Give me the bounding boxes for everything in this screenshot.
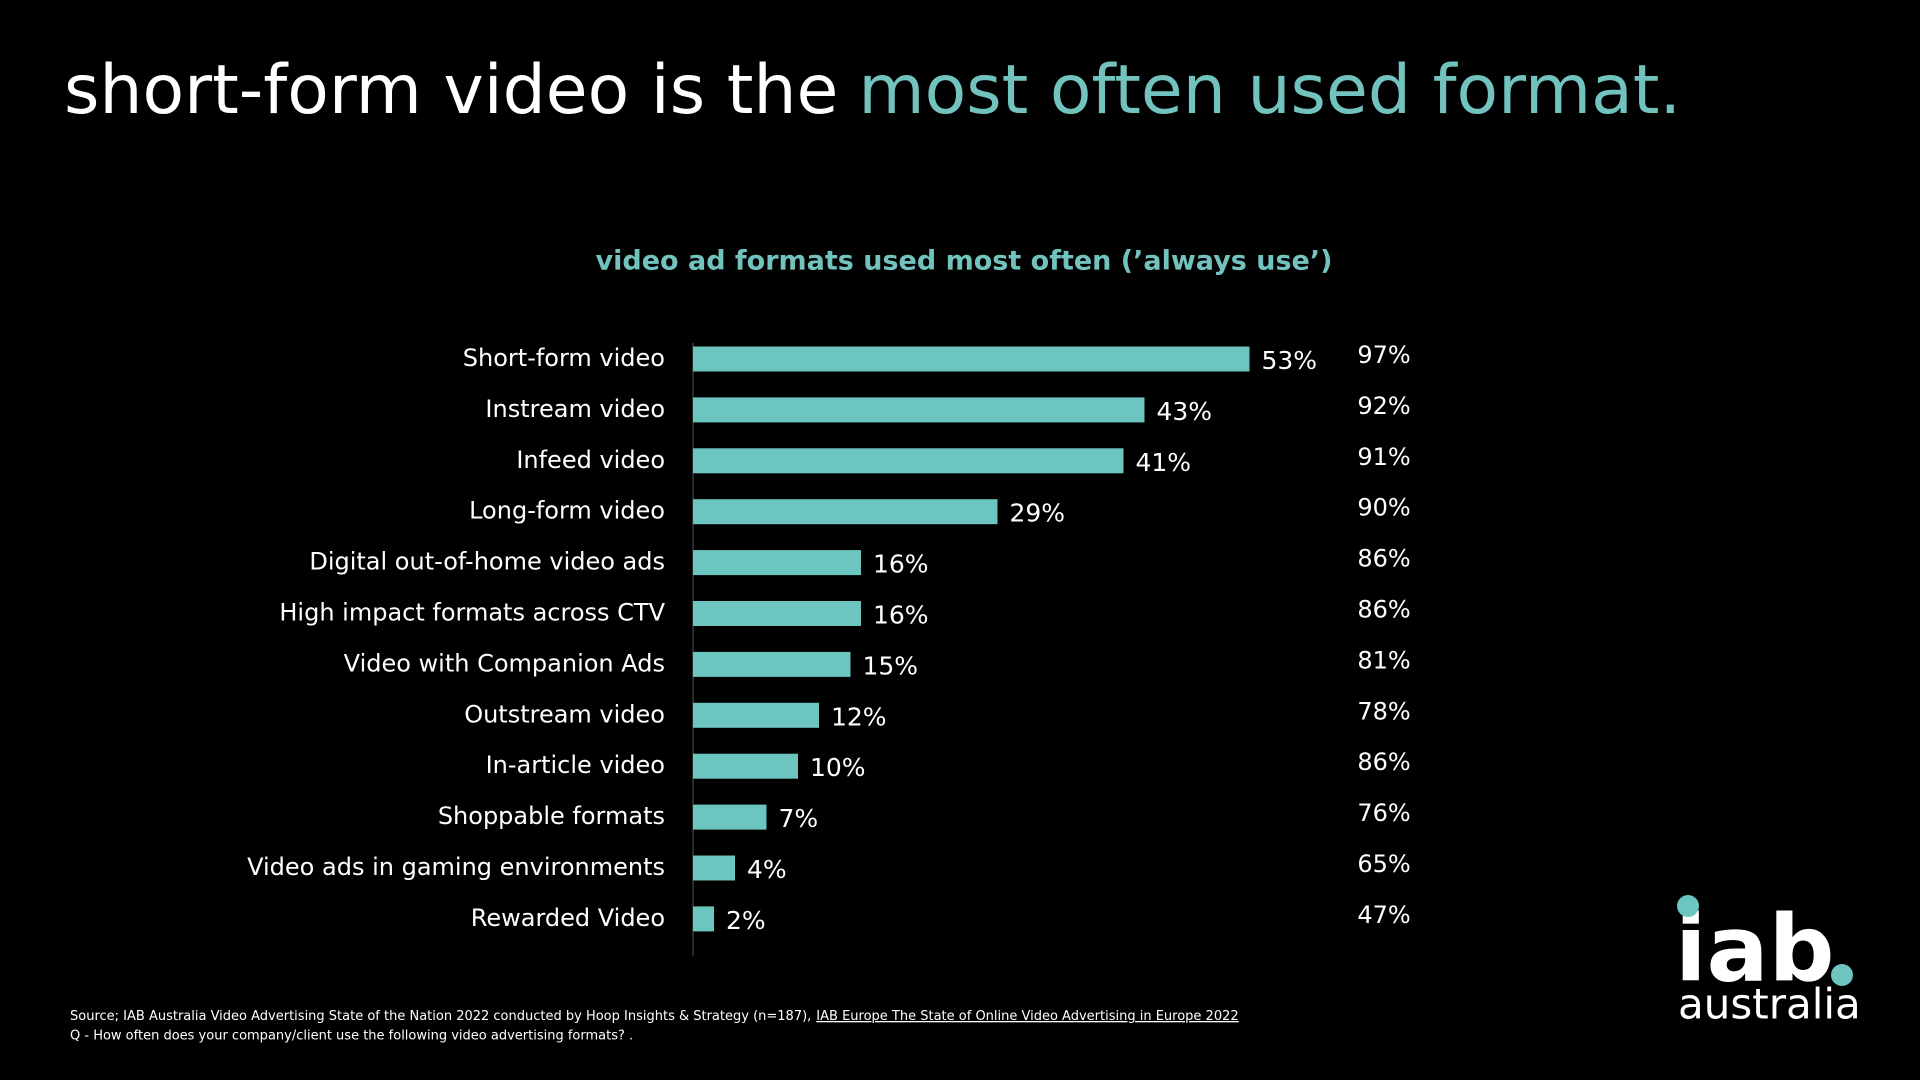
bar [693,804,767,830]
value-label: 53% [1262,346,1318,375]
secondary-value-label: 65% [1357,850,1410,878]
value-label: 15% [863,651,919,680]
category-label: Instream video [485,395,665,423]
secondary-value-label: 78% [1357,697,1410,725]
category-label: Outstream video [464,700,665,728]
secondary-value-label: 86% [1357,545,1410,573]
logo-top: iab [1675,895,1834,1002]
bar [693,753,798,779]
category-label: Long-form video [469,497,665,525]
bar [693,855,735,881]
category-label: Rewarded Video [471,904,665,932]
bar [693,601,861,626]
value-label: 2% [726,906,766,935]
value-label: 29% [1010,499,1066,528]
category-label: In-article video [486,751,665,779]
bar [693,397,1145,423]
secondary-value-label: 81% [1357,646,1410,674]
secondary-value-label: 47% [1357,901,1410,929]
bar [693,550,861,576]
bar [693,651,851,677]
category-label: Short-form video [463,344,665,372]
secondary-value-label: 86% [1357,596,1410,624]
secondary-value-label: 97% [1357,341,1410,369]
value-label: 10% [810,753,866,782]
bar [693,499,998,525]
secondary-value-label: 76% [1357,799,1410,827]
footer-source: Source; IAB Australia Video Advertising … [70,1009,1239,1024]
logo-bottom: australia [1678,980,1861,1029]
bar [693,702,819,728]
value-label: 16% [873,601,929,630]
category-label: Shoppable formats [438,802,665,830]
bar [693,448,1124,474]
title-text: short-form video is the [64,51,838,130]
value-label: 12% [831,702,887,731]
title-highlight: most often used format. [858,51,1681,130]
source-text: Source; IAB Australia Video Advertising … [70,1009,811,1024]
slide-title: short-form video is the most often used f… [64,51,1681,130]
category-label: Digital out-of-home video ads [309,548,665,576]
secondary-value-label: 90% [1357,494,1410,522]
secondary-value-label: 92% [1357,392,1410,420]
secondary-value-label: 91% [1357,443,1410,471]
logo-i-dot [1677,895,1699,917]
bar [693,906,714,932]
category-label: High impact formats across CTV [279,599,665,627]
value-label: 43% [1157,397,1213,426]
value-label: 7% [779,804,819,833]
category-label: Video ads in gaming environments [247,853,665,881]
secondary-value-label: 86% [1357,748,1410,776]
category-label: Infeed video [516,446,665,474]
category-label: Video with Companion Ads [344,649,665,677]
bar [693,346,1250,372]
chart-title: video ad formats used most often (’alway… [596,246,1333,277]
value-label: 4% [747,855,787,884]
logo-dot [1831,964,1853,986]
value-label: 16% [873,550,929,579]
value-label: 41% [1136,448,1192,477]
footer-question: Q - How often does your company/client u… [70,1029,633,1044]
source-link[interactable]: IAB Europe The State of Online Video Adv… [816,1009,1238,1024]
